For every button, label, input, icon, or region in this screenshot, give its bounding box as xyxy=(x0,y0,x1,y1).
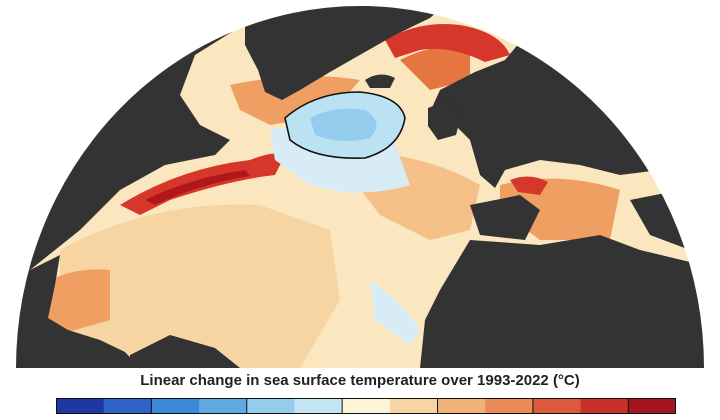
cooling-contour xyxy=(284,91,406,159)
orange-region-north-sea xyxy=(400,46,470,90)
colorbar-segment xyxy=(56,398,105,414)
mediterranean-warming-spot xyxy=(510,176,548,195)
land-british-isles xyxy=(428,100,462,140)
colorbar-segment xyxy=(532,398,582,414)
gulf-stream-core xyxy=(145,170,250,205)
colorbar-segment xyxy=(103,398,152,414)
colorbar-segment xyxy=(294,398,343,414)
land-north-america-south xyxy=(16,255,140,368)
cooling-region-tongue xyxy=(370,280,420,345)
colorbar-frame xyxy=(56,398,676,414)
land-iberia xyxy=(470,195,540,240)
colorbar-segment xyxy=(437,398,486,414)
colorbar-segment xyxy=(389,398,439,414)
colorbar-segment xyxy=(580,398,629,414)
colorbar-segment xyxy=(485,398,534,414)
colorbar-segment xyxy=(199,398,248,414)
barents-sea-warming-band xyxy=(385,24,510,62)
land-africa xyxy=(420,235,704,368)
land-greenland xyxy=(245,6,450,100)
colorbar-title: Linear change in sea surface temperature… xyxy=(140,372,580,389)
tan-region-west-atlantic xyxy=(60,204,340,368)
land-south-america xyxy=(130,335,240,368)
colorbar-segment xyxy=(342,398,391,414)
colorbar-segment xyxy=(246,398,295,414)
colorbar-segment xyxy=(151,398,200,414)
colorbar-segment xyxy=(628,398,676,414)
cooling-core xyxy=(310,108,377,141)
colorbar xyxy=(56,398,676,414)
sea-surface-temperature-map xyxy=(16,6,704,368)
land-iceland xyxy=(365,74,395,88)
